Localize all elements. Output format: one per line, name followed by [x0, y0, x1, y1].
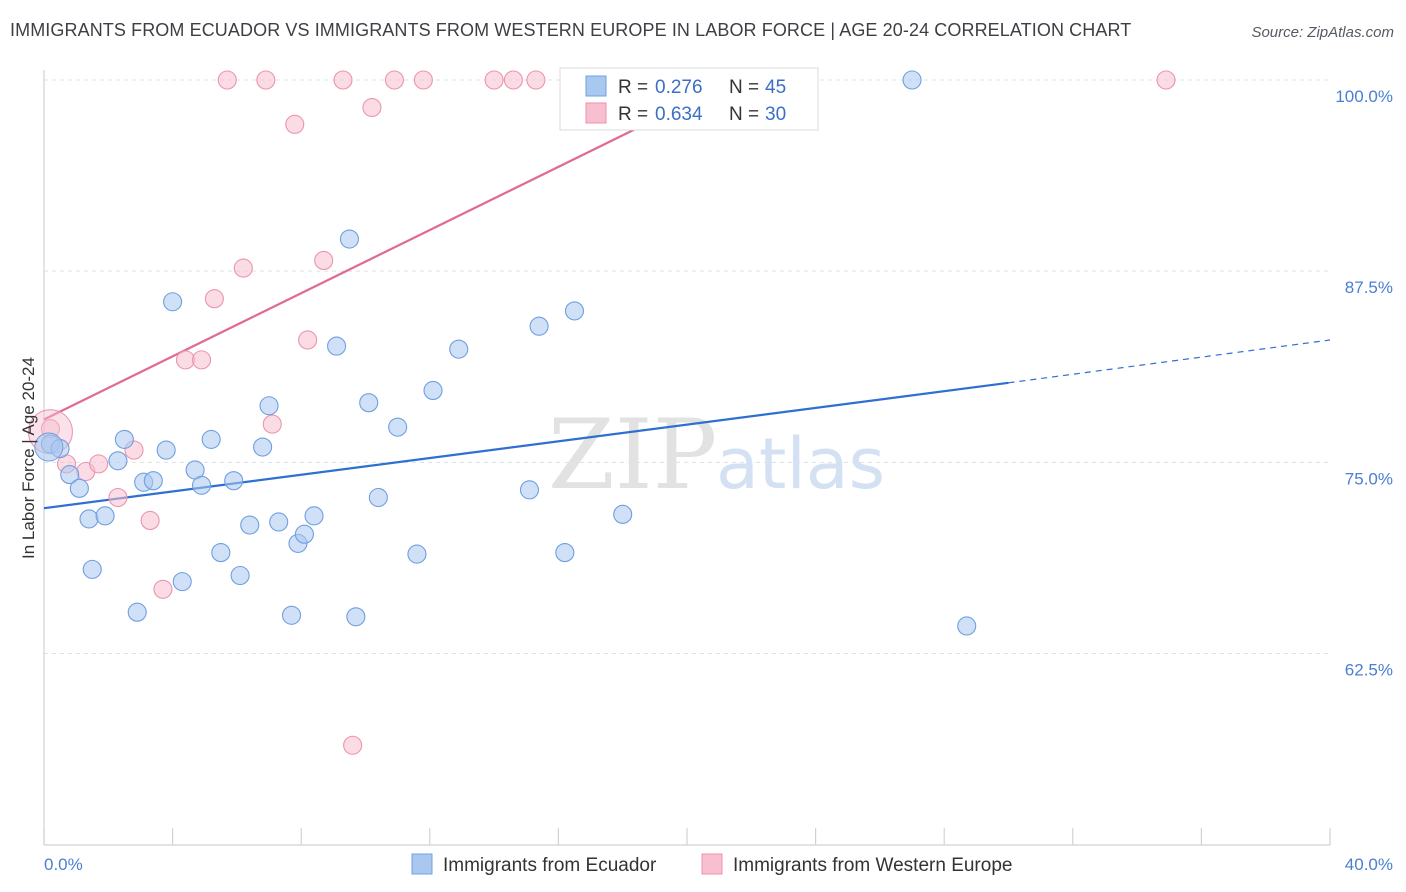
- ecuador-point-38: [519, 480, 540, 500]
- ecuador-point-37: [449, 339, 469, 359]
- western-europe-point-10: [204, 289, 224, 309]
- ecuador-point-4: [79, 509, 99, 529]
- legend-n-label-western-europe: N =: [729, 104, 759, 125]
- y-tick-label-3: 100.0%: [1335, 87, 1393, 106]
- western-europe-point-14: [262, 414, 282, 434]
- ecuador-point-18: [211, 543, 231, 563]
- legend-r-label-ecuador: R =: [618, 77, 648, 98]
- western-europe-point-24: [503, 70, 523, 90]
- ecuador-point-8: [114, 429, 134, 449]
- ecuador-points: [34, 70, 977, 636]
- western-europe-point-19: [362, 97, 382, 118]
- ecuador-point-5: [95, 506, 115, 526]
- ecuador-point-25: [282, 605, 302, 625]
- ecuador-point-large: [34, 432, 64, 462]
- western-europe-point-7: [153, 579, 173, 599]
- western-europe-point-15: [285, 114, 305, 134]
- ecuador-point-20: [230, 565, 250, 586]
- top-legend: R = 0.276 N = 45 R = 0.634 N = 30: [559, 67, 819, 131]
- legend-n-value-western-europe: 30: [765, 104, 786, 125]
- western-europe-point-3: [89, 454, 109, 474]
- watermark-zip: ZIP: [548, 399, 717, 511]
- x-tick-label-max: 40.0%: [1345, 855, 1393, 874]
- ecuador-point-3: [69, 478, 89, 498]
- ecuador-point-24: [269, 512, 289, 532]
- legend-r-value-western-europe: 0.634: [655, 104, 703, 125]
- western-europe-point-13: [256, 70, 276, 90]
- ecuador-point-17: [201, 429, 221, 449]
- ecuador-point-39: [529, 316, 549, 336]
- ecuador-point-16: [191, 475, 212, 495]
- western-europe-point-12: [233, 258, 253, 278]
- y-tick-label-2: 87.5%: [1345, 278, 1393, 297]
- ecuador-point-32: [359, 393, 379, 413]
- western-europe-trendline: [43, 79, 736, 421]
- bottom-legend-label-ecuador: Immigrants from Ecuador: [443, 855, 657, 876]
- ecuador-point-31: [346, 607, 366, 627]
- legend-swatch-ecuador: [585, 75, 607, 97]
- ecuador-point-28: [304, 506, 324, 526]
- ecuador-point-14: [172, 572, 192, 592]
- ecuador-point-7: [108, 451, 128, 471]
- ecuador-point-36: [423, 380, 443, 401]
- legend-n-value-ecuador: 45: [765, 77, 786, 98]
- ecuador-point-44: [957, 616, 977, 636]
- bottom-legend-label-western-europe: Immigrants from Western Europe: [733, 855, 1012, 876]
- ecuador-point-30: [339, 229, 359, 249]
- chart-title: IMMIGRANTS FROM ECUADOR VS IMMIGRANTS FR…: [10, 20, 1132, 40]
- ecuador-point-41: [564, 301, 585, 321]
- ecuador-trendline-extension: [1008, 339, 1331, 384]
- legend-swatch-western-europe: [585, 102, 607, 124]
- ecuador-point-9: [127, 602, 147, 622]
- ecuador-point-43: [902, 70, 922, 90]
- ecuador-point-11: [143, 471, 163, 491]
- western-europe-point-9: [191, 350, 212, 370]
- western-europe-point-18: [333, 70, 353, 90]
- legend-r-value-ecuador: 0.276: [655, 77, 703, 98]
- western-europe-point-11: [217, 70, 237, 90]
- ecuador-point-23: [259, 396, 279, 416]
- western-europe-point-16: [298, 330, 318, 350]
- ecuador-point-6: [82, 559, 102, 579]
- source-label: Source: ZipAtlas.com: [1251, 24, 1394, 41]
- ecuador-point-19: [224, 471, 244, 491]
- western-europe-point-25: [526, 70, 546, 90]
- western-europe-point-6: [140, 510, 160, 530]
- y-tick-label-1: 75.0%: [1345, 469, 1393, 488]
- ecuador-point-42: [613, 504, 633, 524]
- ecuador-point-21: [240, 515, 260, 535]
- ecuador-point-34: [388, 417, 408, 437]
- western-europe-point-22: [343, 735, 363, 755]
- y-tick-label-0: 62.5%: [1345, 661, 1393, 680]
- ecuador-point-29: [327, 336, 347, 356]
- x-ticks: [43, 828, 1331, 845]
- ecuador-point-33: [368, 487, 388, 508]
- y-axis-title: In Labor Force | Age 20-24: [19, 357, 38, 559]
- watermark-atlas: atlas: [716, 423, 885, 505]
- ecuador-point-22: [253, 437, 273, 457]
- western-europe-point-4: [108, 487, 128, 508]
- western-europe-point-8: [175, 350, 196, 370]
- bottom-legend-swatch-western-europe: [701, 853, 723, 875]
- ecuador-point-35: [407, 544, 427, 564]
- western-europe-point-21: [413, 70, 433, 90]
- western-europe-point-23: [484, 70, 504, 90]
- western-europe-point-17: [314, 250, 334, 271]
- x-tick-label-min: 0.0%: [44, 855, 83, 874]
- ecuador-point-27: [294, 524, 314, 544]
- y-tick-labels: 62.5% 75.0% 87.5% 100.0%: [1335, 87, 1393, 680]
- legend-n-label-ecuador: N =: [729, 77, 759, 98]
- ecuador-point-12: [156, 440, 176, 460]
- legend-r-label-western-europe: R =: [618, 104, 648, 125]
- ecuador-point-40: [555, 543, 575, 563]
- western-europe-point-29: [1156, 70, 1176, 90]
- bottom-legend: Immigrants from Ecuador Immigrants from …: [411, 853, 1012, 876]
- bottom-legend-swatch-ecuador: [411, 853, 433, 875]
- western-europe-point-20: [384, 70, 404, 90]
- ecuador-point-2: [60, 465, 80, 485]
- ecuador-point-13: [163, 292, 183, 312]
